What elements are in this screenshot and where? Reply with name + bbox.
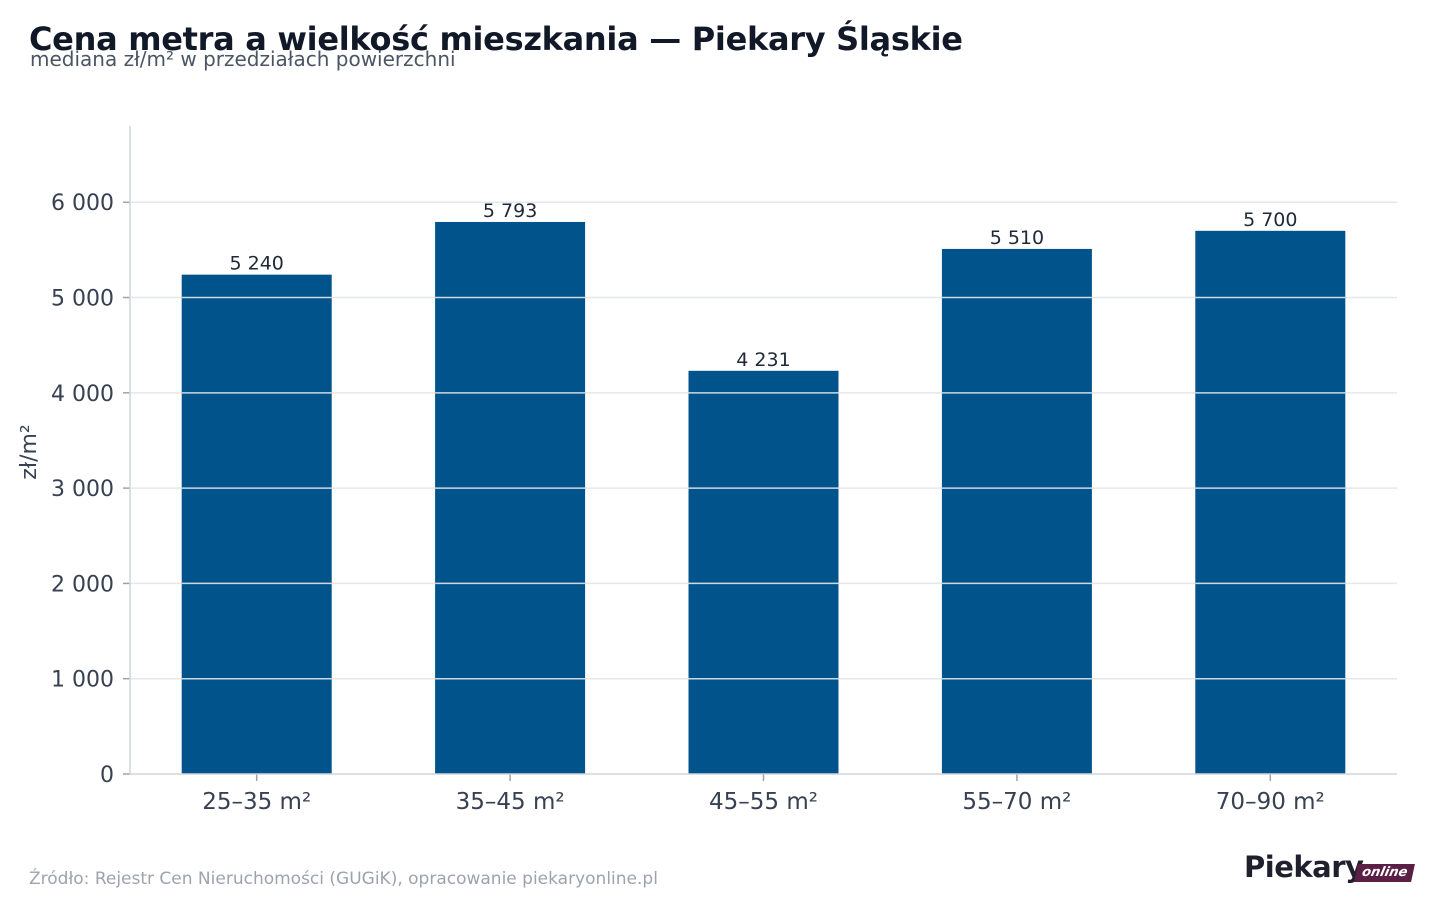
y-tick-label: 3 000 — [51, 477, 114, 502]
chart-subtitle: mediana zł/m² w przedziałach powierzchni — [30, 47, 456, 71]
bar-2 — [435, 221, 586, 774]
chart-title: Cena metra a wielkość mieszkania — Pieka… — [29, 20, 963, 58]
y-axis-label: zł/m² — [17, 424, 42, 479]
bar-value-label: 5 510 — [990, 227, 1044, 249]
y-tick-label: 5 000 — [51, 287, 114, 312]
bar-value-label: 4 231 — [736, 349, 790, 371]
logo-tag-text: online — [1354, 864, 1416, 882]
x-tick-label: 35–45 m² — [456, 789, 565, 815]
x-tick-label: 25–35 m² — [202, 789, 311, 815]
x-tick-label: 45–55 m² — [709, 789, 818, 815]
bar-3 — [688, 370, 839, 774]
source-note: Źródło: Rejestr Cen Nieruchomości (GUGiK… — [29, 869, 658, 889]
y-tick-label: 2 000 — [51, 572, 114, 597]
x-tick-label: 55–70 m² — [962, 789, 1071, 815]
bar-1 — [181, 274, 332, 774]
bar-value-label: 5 793 — [483, 200, 537, 222]
x-tick-label: 70–90 m² — [1216, 789, 1325, 815]
y-tick-label: 1 000 — [51, 668, 114, 693]
y-tick-label: 6 000 — [51, 191, 114, 216]
y-tick-label: 4 000 — [51, 382, 114, 407]
logo-main-text: Piekary — [1244, 850, 1364, 884]
brand-logo: Piekary online — [1244, 850, 1416, 890]
bar-value-label: 5 700 — [1243, 209, 1297, 231]
bar-5 — [1195, 230, 1346, 774]
bar-value-label: 5 240 — [229, 253, 283, 275]
bar-4 — [941, 248, 1092, 774]
y-tick-label: 0 — [100, 763, 114, 788]
